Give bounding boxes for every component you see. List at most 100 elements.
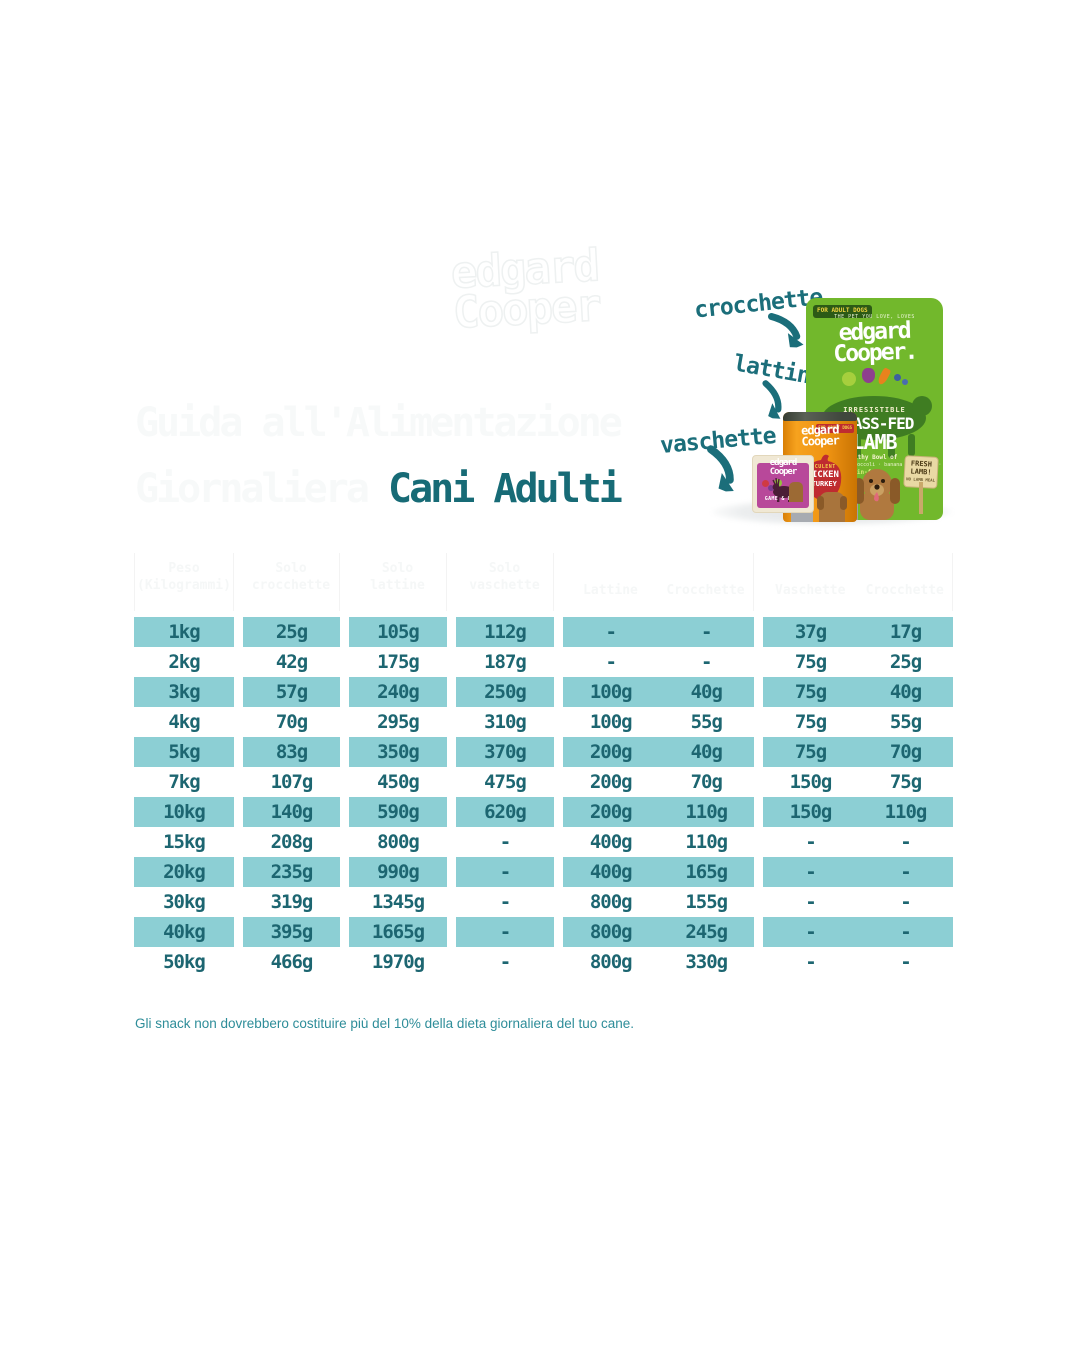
cell-lattine-crocchette: 100g 55g [563,707,754,737]
cell-lattine-crocchette-value: - [701,621,712,643]
cell-lattine-crocchette-value: 110g [685,831,728,853]
carrot-icon [876,367,892,386]
cell-lattine-crocchette-value: - [701,651,712,673]
bag-grain-free-text: grain-free [846,469,883,476]
cell-lattine-crocchette-value: 155g [685,891,728,913]
cell-solo-vaschette: 370g [456,737,554,767]
cell-solo-crocchette: 83g [243,737,340,767]
table-body: 1kg 25g 105g 112g - - 37g 17g 2kg 42g 17… [134,617,954,977]
cell-vaschette-crocchette: 150g 75g [763,767,953,797]
cell-solo-crocchette: 235g [243,857,340,887]
header-solo-lattine: Solo lattine [349,553,447,611]
cell-solo-crocchette: 208g [270,831,314,853]
table-row: 15kg 208g 800g - 400g 110g - - [134,827,954,857]
sign-post [919,482,923,514]
cell-lattine-value: 100g [589,681,633,703]
cell-solo-crocchette: 107g [270,771,314,793]
cell-solo-lattine: 240g [349,677,447,707]
cell-vaschette-value: 75g [794,741,827,763]
cell-vaschette-value: 75g [794,711,827,733]
cell-lattine-crocchette: 100g 40g [563,677,754,707]
can-flavor-line2: & TURKEY [803,480,837,488]
cell-vaschette-crocchette: - - [763,857,953,887]
cell-lattine-value: 400g [589,861,633,883]
header-solo-crocchette-line1: Solo [275,561,307,576]
cell-lattine-crocchette: 800g 245g [563,917,754,947]
header-combo-lattine-crocchette: Crocchette [666,583,745,598]
cell-vaschette-crocchette-value: 25g [889,651,922,673]
header-solo-crocchette-line2: crocchette [251,578,331,593]
cell-vaschette-value: - [805,861,816,883]
cell-lattine-value: 200g [589,771,633,793]
cell-peso: 3kg [134,677,234,707]
cell-lattine-value: - [605,621,617,643]
cell-solo-crocchette: 42g [275,651,308,673]
cell-vaschette-value: - [805,921,816,943]
cell-solo-lattine: 590g [349,797,447,827]
header-peso: Peso (Kilogrammi) [134,553,234,611]
cell-lattine-crocchette-value: 55g [690,711,723,733]
edgard-cooper-watermark-logo: edgard Cooper [449,239,602,339]
cell-vaschette-crocchette-value: 70g [889,741,922,763]
bag-brand-line2: Cooper. [832,338,917,368]
cell-peso: 10kg [134,797,234,827]
table-row: 50kg 466g 1970g - 800g 330g - - [134,947,954,977]
cell-vaschette-value: - [805,831,816,853]
table-row: 10kg 140g 590g 620g 200g 110g 150g 110g [134,797,954,827]
title-line1: Guida all'Alimentazione [135,400,623,446]
header-peso-line2: (Kilogrammi) [137,578,231,593]
cell-vaschette-value: 37g [794,621,827,643]
cell-solo-crocchette: 57g [243,677,340,707]
header-solo-vaschette-line2: vaschette [469,578,540,593]
header-solo-vaschette-line1: Solo [488,561,521,576]
cell-lattine-value: 400g [589,831,633,853]
cell-solo-vaschette: - [456,857,554,887]
cell-vaschette-value: - [805,891,816,913]
cell-vaschette-crocchette: 75g 25g [763,647,953,677]
cell-solo-crocchette: 25g [243,617,340,647]
cell-lattine-value: 200g [589,801,633,823]
table-row: 4kg 70g 295g 310g 100g 55g 75g 55g [134,707,954,737]
header-solo-vaschette: Solo vaschette [456,553,554,611]
cell-vaschette-crocchette: - - [763,827,953,857]
cell-solo-crocchette: 140g [243,797,340,827]
tray-brand-line2: Cooper [769,466,797,477]
table-row: 7kg 107g 450g 475g 200g 70g 150g 75g [134,767,954,797]
bag-irresistible-text: IRRESISTIBLE [843,406,906,414]
cell-solo-vaschette: - [499,831,511,853]
cell-vaschette-value: 75g [794,651,827,673]
cell-solo-lattine: 990g [349,857,447,887]
cell-vaschette-crocchette: 37g 17g [763,617,953,647]
table-row: 40kg 395g 1665g - 800g 245g - - [134,917,954,947]
cell-solo-vaschette: 620g [456,797,554,827]
cell-peso: 4kg [168,711,200,733]
tray-brand-logo: edgard Cooper [753,459,813,477]
table-row: 2kg 42g 175g 187g - - 75g 25g [134,647,954,677]
table-row: 1kg 25g 105g 112g - - 37g 17g [134,617,954,647]
cell-lattine-value: - [605,651,617,673]
cell-vaschette-crocchette: - - [763,917,953,947]
cell-peso: 40kg [134,917,234,947]
header-combo-lattine: Lattine [583,583,638,598]
tray-flavor-text: GAME & DUCK [764,496,802,502]
cell-lattine-crocchette-value: 70g [690,771,723,793]
cell-solo-vaschette: 250g [456,677,554,707]
cell-solo-lattine: 1665g [349,917,447,947]
cell-peso: 50kg [163,951,206,973]
can-brand-line2: Cooper [801,433,840,449]
header-solo-lattine-line1: Solo [381,561,414,576]
title-cani-adulti: Cani Adulti [387,466,623,512]
cell-vaschette-crocchette: - - [763,947,953,977]
table-header-row: Peso (Kilogrammi) Solo crocchette Solo l… [134,553,954,611]
feeding-guide-table: Peso (Kilogrammi) Solo crocchette Solo l… [134,553,954,977]
cell-solo-lattine: 105g [349,617,447,647]
cell-vaschette-crocchette-value: 110g [884,801,928,823]
cell-lattine-crocchette-value: 165g [685,861,728,883]
table-row: 20kg 235g 990g - 400g 165g - - [134,857,954,887]
cell-solo-vaschette: 187g [484,651,527,673]
cell-lattine-crocchette-value: 40g [690,741,723,763]
cell-solo-vaschette: - [499,891,511,913]
cell-vaschette-value: - [805,951,816,973]
cell-solo-lattine: 800g [377,831,420,853]
berry-icon [762,480,769,487]
